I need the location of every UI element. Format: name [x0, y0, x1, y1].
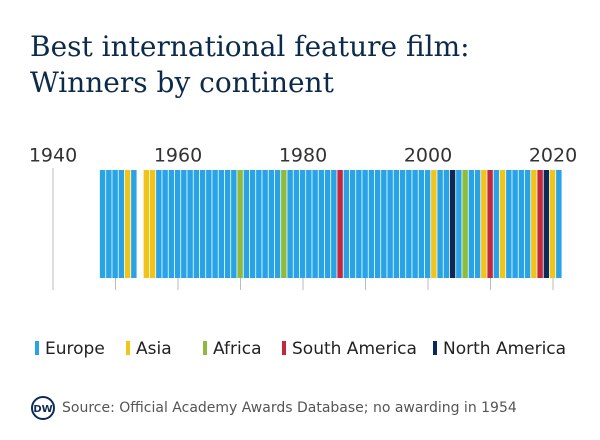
year-bar — [356, 170, 362, 278]
year-bar — [99, 170, 106, 278]
chart-title: Winners by continent — [30, 66, 335, 99]
year-bar — [418, 170, 425, 278]
year-bar — [218, 170, 225, 278]
year-bar — [287, 170, 293, 278]
year-bar — [306, 170, 312, 278]
year-bar — [549, 170, 556, 278]
year-bar — [262, 170, 268, 278]
year-bar — [174, 170, 181, 278]
year-bar — [531, 170, 537, 278]
year-bar — [437, 170, 443, 278]
year-bar — [387, 170, 393, 278]
logo-circle — [31, 396, 55, 420]
year-bar — [337, 170, 343, 278]
year-bar — [318, 170, 325, 278]
legend-swatch — [35, 341, 39, 355]
year-bar — [368, 170, 375, 278]
year-bar — [543, 170, 550, 278]
year-bar — [274, 170, 281, 278]
year-bar — [199, 170, 206, 278]
year-bar — [106, 170, 112, 278]
year-bar — [149, 170, 156, 278]
logo: DW — [33, 404, 52, 415]
year-bar — [443, 170, 450, 278]
year-bar — [462, 170, 468, 278]
year-bar — [512, 170, 518, 278]
year-bar — [556, 170, 562, 278]
year-bar — [168, 170, 175, 278]
year-bar — [324, 170, 331, 278]
legend-swatch — [203, 341, 207, 355]
year-bar — [374, 170, 381, 278]
legend-label: Europe — [45, 339, 105, 359]
year-bar — [193, 170, 200, 278]
year-bar — [381, 170, 387, 278]
year-bar — [349, 170, 356, 278]
x-tick-label: 1980 — [279, 145, 327, 167]
year-bar — [224, 170, 231, 278]
year-bar — [431, 170, 437, 278]
legend-label: Asia — [136, 339, 172, 359]
year-bar — [331, 170, 337, 278]
source: Source: Official Academy Awards Database… — [62, 400, 517, 416]
year-bar — [281, 170, 287, 278]
x-tick-label: 2000 — [404, 145, 452, 167]
year-bar — [412, 170, 418, 278]
year-bar — [124, 170, 131, 278]
year-bar — [299, 170, 306, 278]
year-bar — [343, 170, 350, 278]
x-tick-label: 1940 — [29, 145, 77, 167]
year-bar — [474, 170, 481, 278]
year-bar — [481, 170, 487, 278]
year-bar — [162, 170, 168, 278]
year-bar — [181, 170, 187, 278]
x-tick-label: 1960 — [154, 145, 202, 167]
year-bar — [268, 170, 275, 278]
year-bar — [237, 170, 243, 278]
year-bar — [212, 170, 218, 278]
legend-swatch — [126, 341, 130, 355]
year-bar — [456, 170, 462, 278]
year-bar — [362, 170, 368, 278]
chart-title: Best international feature film: — [30, 30, 470, 63]
year-bar — [493, 170, 500, 278]
year-bar — [393, 170, 400, 278]
legend-label: North America — [443, 339, 566, 359]
year-bar — [518, 170, 525, 278]
year-bar — [524, 170, 531, 278]
year-bar — [143, 170, 150, 278]
year-bar — [112, 170, 118, 278]
year-bar — [312, 170, 318, 278]
legend-label: South America — [292, 339, 417, 359]
legend-swatch — [282, 341, 286, 355]
year-bar — [118, 170, 125, 278]
year-bar — [399, 170, 406, 278]
year-bar — [249, 170, 256, 278]
legend-label: Africa — [213, 339, 262, 359]
year-bar — [406, 170, 412, 278]
year-bar — [206, 170, 212, 278]
year-bar — [468, 170, 475, 278]
year-bar — [243, 170, 250, 278]
year-bar — [256, 170, 262, 278]
year-bar — [131, 170, 137, 278]
year-bar — [424, 170, 431, 278]
year-bar — [156, 170, 162, 278]
year-bar — [449, 170, 456, 278]
x-tick-label: 2020 — [529, 145, 577, 167]
year-bar — [506, 170, 512, 278]
year-bar — [487, 170, 493, 278]
year-bar — [537, 170, 543, 278]
year-bar — [499, 170, 506, 278]
year-bar — [293, 170, 300, 278]
year-bar — [231, 170, 237, 278]
year-bar — [187, 170, 193, 278]
legend-swatch — [433, 341, 437, 355]
